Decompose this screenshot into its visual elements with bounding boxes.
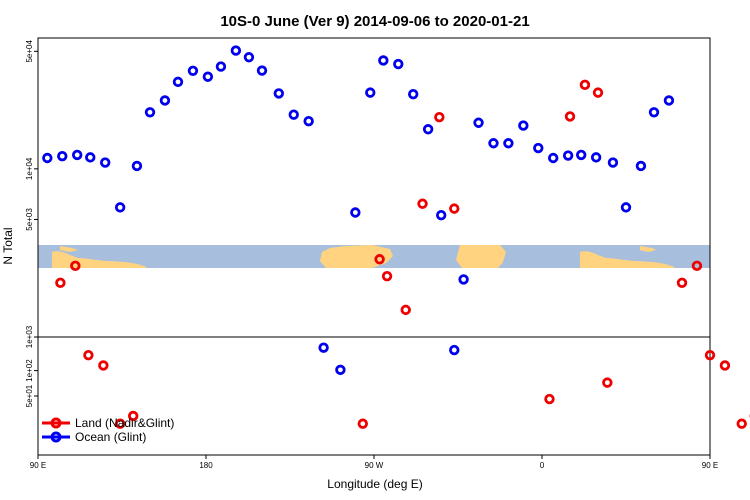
- ocean-point: [422, 124, 434, 135]
- ocean-point: [365, 87, 376, 98]
- legend: Land (Nadir&Glint) Ocean (Glint): [42, 416, 174, 444]
- ocean-point: [378, 55, 389, 66]
- ocean-point: [562, 150, 574, 161]
- ocean-point: [71, 149, 83, 161]
- map-land-new-guinea-2: [640, 246, 656, 252]
- ocean-point: [230, 45, 242, 56]
- land-point: [381, 270, 393, 282]
- land-point: [400, 304, 411, 316]
- land-point: [564, 111, 576, 122]
- y-axis-upper: 1e+03 5e+03 1e+04 5e+04: [25, 40, 38, 348]
- ocean-point: [114, 202, 126, 213]
- ocean-point: [131, 160, 143, 172]
- legend-label-ocean: Ocean (Glint): [75, 430, 146, 444]
- ocean-point: [488, 138, 499, 149]
- y-tick-label: 5e+03: [25, 208, 34, 231]
- map-land-new-guinea: [60, 246, 78, 252]
- ocean-point: [620, 202, 632, 213]
- map-land-africa: [456, 245, 506, 268]
- y-tick-label: 1e+02: [25, 359, 34, 382]
- ocean-point: [350, 207, 361, 218]
- map-land-south-america: [320, 245, 393, 268]
- land-point: [114, 418, 126, 429]
- legend-marker-ocean: [50, 431, 62, 443]
- x-tick-label: 180: [199, 461, 213, 470]
- land-point: [83, 349, 94, 361]
- ocean-point: [576, 149, 587, 161]
- ocean-point: [473, 117, 484, 128]
- ocean-point: [335, 364, 346, 376]
- land-point: [55, 277, 66, 289]
- land-point: [602, 377, 613, 388]
- ocean-point: [458, 274, 469, 285]
- ocean-point: [42, 152, 53, 164]
- land-point: [357, 418, 368, 429]
- ocean-point: [318, 342, 329, 353]
- y-tick-label: 5e+04: [25, 40, 34, 63]
- ocean-point: [663, 95, 675, 106]
- y-axis-label: N Total: [1, 227, 15, 264]
- ocean-point: [503, 138, 514, 149]
- ocean-point: [518, 120, 529, 131]
- ocean-point: [99, 157, 111, 168]
- ocean-point: [273, 88, 284, 99]
- ocean-point: [436, 210, 447, 221]
- ocean-point: [159, 95, 171, 106]
- x-tick-label: 90 E: [30, 461, 46, 470]
- land-point: [544, 393, 555, 405]
- ocean-point: [533, 142, 544, 154]
- legend-label-land: Land (Nadir&Glint): [75, 416, 174, 430]
- land-point: [676, 277, 688, 289]
- x-axis: 90 E 180 90 W 0 90 E: [30, 455, 718, 470]
- y-axis-lower: 5e+01 1e+02: [25, 359, 38, 407]
- land-point: [691, 260, 703, 272]
- land-point: [127, 410, 139, 422]
- land-point: [417, 198, 428, 209]
- chart-title: 10S-0 June (Ver 9) 2014-09-06 to 2020-01…: [220, 13, 529, 30]
- land-point: [579, 79, 591, 91]
- y-tick-label: 5e+01: [25, 384, 34, 407]
- ocean-point: [288, 109, 299, 120]
- ocean-point: [393, 58, 404, 70]
- land-point: [719, 360, 731, 371]
- ocean-point: [635, 160, 647, 172]
- land-point: [449, 203, 460, 214]
- map-land-indonesia: [52, 251, 146, 268]
- x-tick-label: 0: [540, 461, 545, 470]
- ocean-point: [172, 76, 184, 88]
- ocean-point: [408, 88, 419, 100]
- legend-marker-land: [50, 417, 62, 429]
- y-tick-label: 1e+03: [25, 325, 34, 348]
- map-strip: [38, 245, 710, 268]
- ocean-point: [57, 150, 68, 162]
- land-point: [704, 349, 716, 361]
- ocean-point: [85, 152, 96, 163]
- land-point: [70, 260, 81, 272]
- ocean-point: [607, 157, 619, 168]
- y-tick-label: 1e+04: [25, 157, 34, 180]
- ocean-point: [215, 61, 227, 72]
- ocean-point: [648, 107, 660, 118]
- ocean-point: [590, 152, 602, 163]
- ocean-point: [256, 65, 268, 76]
- land-point: [736, 418, 747, 429]
- land-point: [434, 111, 445, 123]
- x-tick-label: 90 W: [365, 461, 384, 470]
- ocean-point: [303, 116, 314, 127]
- ocean-point: [144, 107, 156, 118]
- ocean-point: [187, 65, 199, 76]
- land-point: [374, 254, 385, 265]
- ocean-point: [548, 152, 559, 164]
- ocean-point: [243, 52, 255, 63]
- data-points: [42, 45, 750, 429]
- land-point: [592, 87, 604, 98]
- land-point: [98, 360, 109, 371]
- x-axis-label: Longitude (deg E): [327, 477, 422, 491]
- map-land-indonesia-2: [580, 251, 674, 268]
- x-tick-label: 90 E: [702, 461, 718, 470]
- ocean-point: [449, 344, 460, 356]
- ocean-point: [202, 71, 214, 82]
